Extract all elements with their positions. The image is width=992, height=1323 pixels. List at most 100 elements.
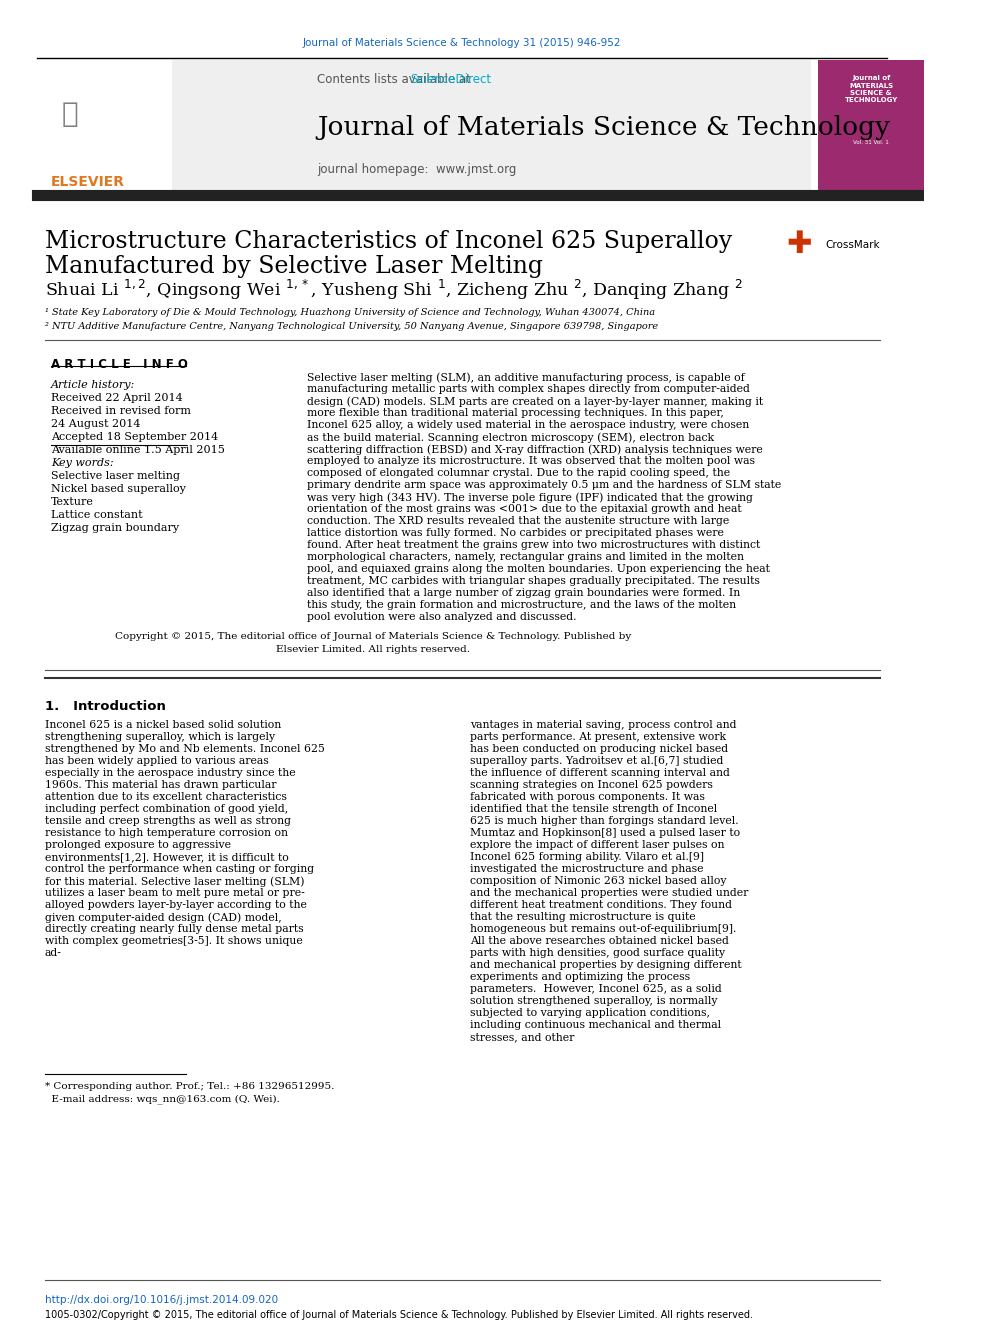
Text: was very high (343 HV). The inverse pole figure (IPF) indicated that the growing: was very high (343 HV). The inverse pole… bbox=[308, 492, 753, 503]
Text: alloyed powders layer-by-layer according to the: alloyed powders layer-by-layer according… bbox=[45, 900, 307, 910]
Text: Nickel based superalloy: Nickel based superalloy bbox=[52, 484, 186, 493]
Text: parameters.  However, Inconel 625, as a solid: parameters. However, Inconel 625, as a s… bbox=[469, 984, 721, 994]
Text: treatment, MC carbides with triangular shapes gradually precipitated. The result: treatment, MC carbides with triangular s… bbox=[308, 576, 760, 586]
Text: has been conducted on producing nickel based: has been conducted on producing nickel b… bbox=[469, 744, 728, 754]
Text: Texture: Texture bbox=[52, 497, 94, 507]
Text: directly creating nearly fully dense metal parts: directly creating nearly fully dense met… bbox=[45, 923, 304, 934]
Text: ✚: ✚ bbox=[787, 230, 812, 259]
Text: design (CAD) models. SLM parts are created on a layer-by-layer manner, making it: design (CAD) models. SLM parts are creat… bbox=[308, 396, 764, 406]
Bar bbox=[818, 60, 925, 191]
Text: 🌳: 🌳 bbox=[62, 101, 78, 128]
Text: morphological characters, namely, rectangular grains and limited in the molten: morphological characters, namely, rectan… bbox=[308, 552, 744, 562]
Text: pool, and equiaxed grains along the molten boundaries. Upon experiencing the hea: pool, and equiaxed grains along the molt… bbox=[308, 564, 771, 574]
Text: CrossMark: CrossMark bbox=[825, 239, 880, 250]
Text: primary dendrite arm space was approximately 0.5 μm and the hardness of SLM stat: primary dendrite arm space was approxima… bbox=[308, 480, 782, 490]
Text: 1.   Introduction: 1. Introduction bbox=[45, 700, 166, 713]
Text: more flexible than traditional material processing techniques. In this paper,: more flexible than traditional material … bbox=[308, 407, 724, 418]
Text: utilizes a laser beam to melt pure metal or pre-: utilizes a laser beam to melt pure metal… bbox=[45, 888, 305, 898]
Text: solution strengthened superalloy, is normally: solution strengthened superalloy, is nor… bbox=[469, 996, 717, 1005]
Text: employed to analyze its microstructure. It was observed that the molten pool was: employed to analyze its microstructure. … bbox=[308, 456, 756, 466]
Text: with complex geometries[3-5]. It shows unique: with complex geometries[3-5]. It shows u… bbox=[45, 935, 303, 946]
Text: explore the impact of different laser pulses on: explore the impact of different laser pu… bbox=[469, 840, 724, 849]
Text: attention due to its excellent characteristics: attention due to its excellent character… bbox=[45, 792, 287, 802]
Text: composed of elongated columnar crystal. Due to the rapid cooling speed, the: composed of elongated columnar crystal. … bbox=[308, 468, 730, 478]
Text: Inconel 625 is a nickel based solid solution: Inconel 625 is a nickel based solid solu… bbox=[45, 720, 281, 730]
Text: Contents lists available at: Contents lists available at bbox=[316, 73, 470, 86]
Text: Key words:: Key words: bbox=[52, 458, 114, 468]
Text: lattice distortion was fully formed. No carbides or precipitated phases were: lattice distortion was fully formed. No … bbox=[308, 528, 724, 538]
Text: orientation of the most grains was <001> due to the epitaxial growth and heat: orientation of the most grains was <001>… bbox=[308, 504, 742, 515]
Text: Accepted 18 September 2014: Accepted 18 September 2014 bbox=[52, 433, 218, 442]
Text: Selective laser melting (SLM), an additive manufacturing process, is capable of: Selective laser melting (SLM), an additi… bbox=[308, 372, 745, 382]
Text: http://dx.doi.org/10.1016/j.jmst.2014.09.020: http://dx.doi.org/10.1016/j.jmst.2014.09… bbox=[45, 1295, 278, 1304]
Text: stresses, and other: stresses, and other bbox=[469, 1032, 574, 1043]
Text: strengthened by Mo and Nb elements. Inconel 625: strengthened by Mo and Nb elements. Inco… bbox=[45, 744, 324, 754]
Text: control the performance when casting or forging: control the performance when casting or … bbox=[45, 864, 313, 875]
Text: Inconel 625 forming ability. Vilaro et al.[9]: Inconel 625 forming ability. Vilaro et a… bbox=[469, 852, 703, 863]
Text: has been widely applied to various areas: has been widely applied to various areas bbox=[45, 755, 269, 766]
Text: journal homepage:  www.jmst.org: journal homepage: www.jmst.org bbox=[316, 163, 516, 176]
Text: pool evolution were also analyzed and discussed.: pool evolution were also analyzed and di… bbox=[308, 613, 577, 622]
Text: 1960s. This material has drawn particular: 1960s. This material has drawn particula… bbox=[45, 781, 276, 790]
Text: ScienceDirect: ScienceDirect bbox=[410, 73, 491, 86]
Text: ² NTU Additive Manufacture Centre, Nanyang Technological University, 50 Nanyang : ² NTU Additive Manufacture Centre, Nanya… bbox=[45, 321, 658, 331]
Text: Mumtaz and Hopkinson[8] used a pulsed laser to: Mumtaz and Hopkinson[8] used a pulsed la… bbox=[469, 828, 740, 837]
Text: given computer-aided design (CAD) model,: given computer-aided design (CAD) model, bbox=[45, 912, 282, 922]
Text: vantages in material saving, process control and: vantages in material saving, process con… bbox=[469, 720, 736, 730]
Text: found. After heat treatment the grains grew into two microstructures with distin: found. After heat treatment the grains g… bbox=[308, 540, 761, 550]
Text: identified that the tensile strength of Inconel: identified that the tensile strength of … bbox=[469, 804, 717, 814]
FancyBboxPatch shape bbox=[38, 60, 810, 191]
Text: superalloy parts. Yadroitsev et al.[6,7] studied: superalloy parts. Yadroitsev et al.[6,7]… bbox=[469, 755, 723, 766]
Text: investigated the microstructure and phase: investigated the microstructure and phas… bbox=[469, 864, 703, 875]
Text: that the resulting microstructure is quite: that the resulting microstructure is qui… bbox=[469, 912, 695, 922]
Text: prolonged exposure to aggressive: prolonged exposure to aggressive bbox=[45, 840, 231, 849]
Text: Received in revised form: Received in revised form bbox=[52, 406, 191, 415]
Text: scattering diffraction (EBSD) and X-ray diffraction (XRD) analysis techniques we: scattering diffraction (EBSD) and X-ray … bbox=[308, 445, 763, 455]
Text: Shuai Li $^{1,2}$, Qingsong Wei $^{1,*}$, Yusheng Shi $^{1}$, Zicheng Zhu $^{2}$: Shuai Li $^{1,2}$, Qingsong Wei $^{1,*}$… bbox=[45, 278, 742, 302]
Text: Microstructure Characteristics of Inconel 625 Superalloy: Microstructure Characteristics of Incone… bbox=[45, 230, 732, 253]
Bar bbox=[38, 60, 173, 191]
Text: parts performance. At present, extensive work: parts performance. At present, extensive… bbox=[469, 732, 726, 742]
Text: also identified that a large number of zigzag grain boundaries were formed. In: also identified that a large number of z… bbox=[308, 587, 741, 598]
Text: especially in the aerospace industry since the: especially in the aerospace industry sin… bbox=[45, 767, 296, 778]
Text: All the above researches obtained nickel based: All the above researches obtained nickel… bbox=[469, 935, 728, 946]
Text: parts with high densities, good surface quality: parts with high densities, good surface … bbox=[469, 949, 725, 958]
Text: composition of Nimonic 263 nickel based alloy: composition of Nimonic 263 nickel based … bbox=[469, 876, 726, 886]
Text: including continuous mechanical and thermal: including continuous mechanical and ther… bbox=[469, 1020, 721, 1031]
Text: * Corresponding author. Prof.; Tel.: +86 13296512995.
  E-mail address: wqs_nn@1: * Corresponding author. Prof.; Tel.: +86… bbox=[45, 1082, 334, 1105]
Text: conduction. The XRD results revealed that the austenite structure with large: conduction. The XRD results revealed tha… bbox=[308, 516, 730, 527]
Text: environments[1,2]. However, it is difficult to: environments[1,2]. However, it is diffic… bbox=[45, 852, 289, 863]
Text: and the mechanical properties were studied under: and the mechanical properties were studi… bbox=[469, 888, 748, 898]
Text: ELSEVIER: ELSEVIER bbox=[52, 175, 125, 189]
Text: scanning strategies on Inconel 625 powders: scanning strategies on Inconel 625 powde… bbox=[469, 781, 712, 790]
Text: Journal of Materials Science & Technology: Journal of Materials Science & Technolog… bbox=[316, 115, 890, 140]
Text: tensile and creep strengths as well as strong: tensile and creep strengths as well as s… bbox=[45, 816, 291, 826]
Text: this study, the grain formation and microstructure, and the laws of the molten: this study, the grain formation and micr… bbox=[308, 601, 737, 610]
Text: manufacturing metallic parts with complex shapes directly from computer-aided: manufacturing metallic parts with comple… bbox=[308, 384, 750, 394]
Text: Available online 1.5 April 2015: Available online 1.5 April 2015 bbox=[52, 445, 225, 455]
Text: experiments and optimizing the process: experiments and optimizing the process bbox=[469, 972, 689, 982]
Text: for this material. Selective laser melting (SLM): for this material. Selective laser melti… bbox=[45, 876, 305, 886]
Text: Journal of Materials Science & Technology 31 (2015) 946-952: Journal of Materials Science & Technolog… bbox=[303, 38, 621, 48]
Text: resistance to high temperature corrosion on: resistance to high temperature corrosion… bbox=[45, 828, 288, 837]
Text: Zigzag grain boundary: Zigzag grain boundary bbox=[52, 523, 180, 533]
Text: different heat treatment conditions. They found: different heat treatment conditions. The… bbox=[469, 900, 732, 910]
Text: Manufactured by Selective Laser Melting: Manufactured by Selective Laser Melting bbox=[45, 255, 543, 278]
Text: and mechanical properties by designing different: and mechanical properties by designing d… bbox=[469, 960, 741, 970]
Text: fabricated with porous components. It was: fabricated with porous components. It wa… bbox=[469, 792, 704, 802]
Text: homogeneous but remains out-of-equilibrium[9].: homogeneous but remains out-of-equilibri… bbox=[469, 923, 736, 934]
Text: 24 August 2014: 24 August 2014 bbox=[52, 419, 141, 429]
Text: Copyright © 2015, The editorial office of Journal of Materials Science & Technol: Copyright © 2015, The editorial office o… bbox=[115, 632, 631, 654]
Text: Journal of
MATERIALS
SCIENCE &
TECHNOLOGY: Journal of MATERIALS SCIENCE & TECHNOLOG… bbox=[844, 75, 898, 103]
Text: subjected to varying application conditions,: subjected to varying application conditi… bbox=[469, 1008, 709, 1017]
Text: as the build material. Scanning electron microscopy (SEM), electron back: as the build material. Scanning electron… bbox=[308, 433, 714, 443]
Text: Selective laser melting: Selective laser melting bbox=[52, 471, 181, 482]
Text: Received 22 April 2014: Received 22 April 2014 bbox=[52, 393, 183, 404]
Text: 625 is much higher than forgings standard level.: 625 is much higher than forgings standar… bbox=[469, 816, 738, 826]
Text: Lattice constant: Lattice constant bbox=[52, 509, 143, 520]
Text: ad-: ad- bbox=[45, 949, 62, 958]
Text: A R T I C L E   I N F O: A R T I C L E I N F O bbox=[52, 359, 188, 370]
Text: ¹ State Key Laboratory of Die & Mould Technology, Huazhong University of Science: ¹ State Key Laboratory of Die & Mould Te… bbox=[45, 308, 655, 318]
Text: Inconel 625 alloy, a widely used material in the aerospace industry, were chosen: Inconel 625 alloy, a widely used materia… bbox=[308, 419, 750, 430]
Text: strengthening superalloy, which is largely: strengthening superalloy, which is large… bbox=[45, 732, 275, 742]
